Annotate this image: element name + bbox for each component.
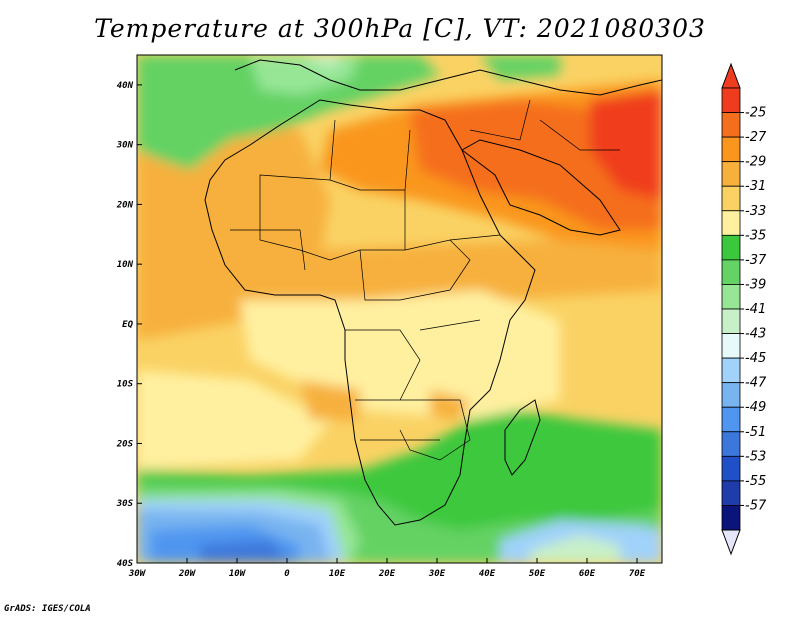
colorbar-label: -37	[745, 253, 767, 268]
colorbar-label: -39	[745, 277, 766, 292]
x-tick-label: 10E	[329, 569, 346, 579]
colorbar-segment	[721, 284, 741, 310]
x-tick-label: 0	[284, 569, 290, 579]
map-frame	[136, 54, 663, 564]
colorbar-segment	[721, 406, 741, 433]
grads-credit: GrADS: IGES/COLA	[4, 604, 91, 614]
x-tick-label: 60E	[579, 569, 596, 579]
colorbar-segment	[721, 480, 741, 506]
colorbar-label: -29	[745, 155, 766, 170]
colorbar-label: -53	[745, 449, 766, 464]
x-tick-label: 70E	[629, 569, 646, 579]
colorbar-segment	[721, 357, 741, 384]
colorbar-segment	[721, 161, 741, 187]
colorbar-label: -51	[745, 425, 766, 440]
x-tick-label: 40E	[479, 569, 496, 579]
y-tick-label: EQ	[122, 320, 133, 330]
colorbar-label: -35	[745, 228, 766, 243]
x-tick-label: 50E	[529, 569, 546, 579]
colorbar: -25 -27 -29 -31 -33 -35 -37 -39 -41 -43 -45 -47 -49 -…	[721, 62, 767, 556]
colorbar-segment	[721, 136, 741, 163]
x-tick-label: 20E	[378, 569, 396, 579]
y-tick-label: 10N	[117, 260, 134, 270]
latitude-axis: 40N 30N 20N 10N EQ 10S 20S 30S 40S	[116, 81, 142, 569]
x-tick-label: 20W	[178, 569, 197, 579]
colorbar-label: -33	[745, 204, 766, 219]
x-tick-label: 10W	[229, 569, 247, 579]
colorbar-label: -45	[745, 351, 766, 366]
y-tick-label: 40S	[117, 559, 134, 569]
colorbar-segment	[721, 505, 741, 531]
colorbar-segment	[721, 112, 741, 138]
colorbar-label: -41	[745, 302, 766, 317]
y-tick-label: 20S	[116, 439, 134, 449]
x-tick-label: 30E	[428, 569, 446, 579]
longitude-axis: 30W 20W 10W 0 10E 20E 30E 40E 50E 60E 70E	[128, 558, 646, 579]
y-tick-label: 30S	[116, 499, 134, 509]
y-tick-label: 10S	[117, 380, 134, 390]
x-tick-label: 30W	[128, 569, 147, 579]
colorbar-segment	[721, 259, 741, 285]
colorbar-label: -43	[745, 327, 766, 342]
colorbar-segment	[721, 308, 741, 334]
colorbar-label: -27	[745, 130, 767, 145]
colorbar-segment	[721, 333, 741, 359]
colorbar-label: -47	[745, 376, 767, 391]
colorbar-segment	[721, 382, 741, 408]
colorbar-label: -57	[745, 498, 767, 513]
colorbar-segment	[721, 234, 741, 261]
y-tick-label: 40N	[117, 81, 134, 91]
y-tick-label: 20N	[116, 200, 134, 210]
colorbar-segment	[721, 185, 741, 212]
colorbar-bottom-arrow	[721, 529, 741, 556]
colorbar-segment	[721, 455, 741, 482]
colorbar-segment	[721, 431, 741, 457]
map-title: Temperature at 300hPa [C], VT: 202108030…	[94, 14, 706, 43]
colorbar-label: -49	[745, 400, 766, 415]
colorbar-top-arrow	[721, 62, 741, 89]
y-tick-label: 30N	[116, 141, 134, 151]
colorbar-segment	[721, 87, 741, 113]
colorbar-segment	[721, 210, 741, 236]
colorbar-label: -55	[745, 474, 766, 489]
temperature-field	[137, 55, 662, 563]
colorbar-label: -31	[745, 179, 766, 194]
colorbar-label: -25	[745, 106, 766, 121]
